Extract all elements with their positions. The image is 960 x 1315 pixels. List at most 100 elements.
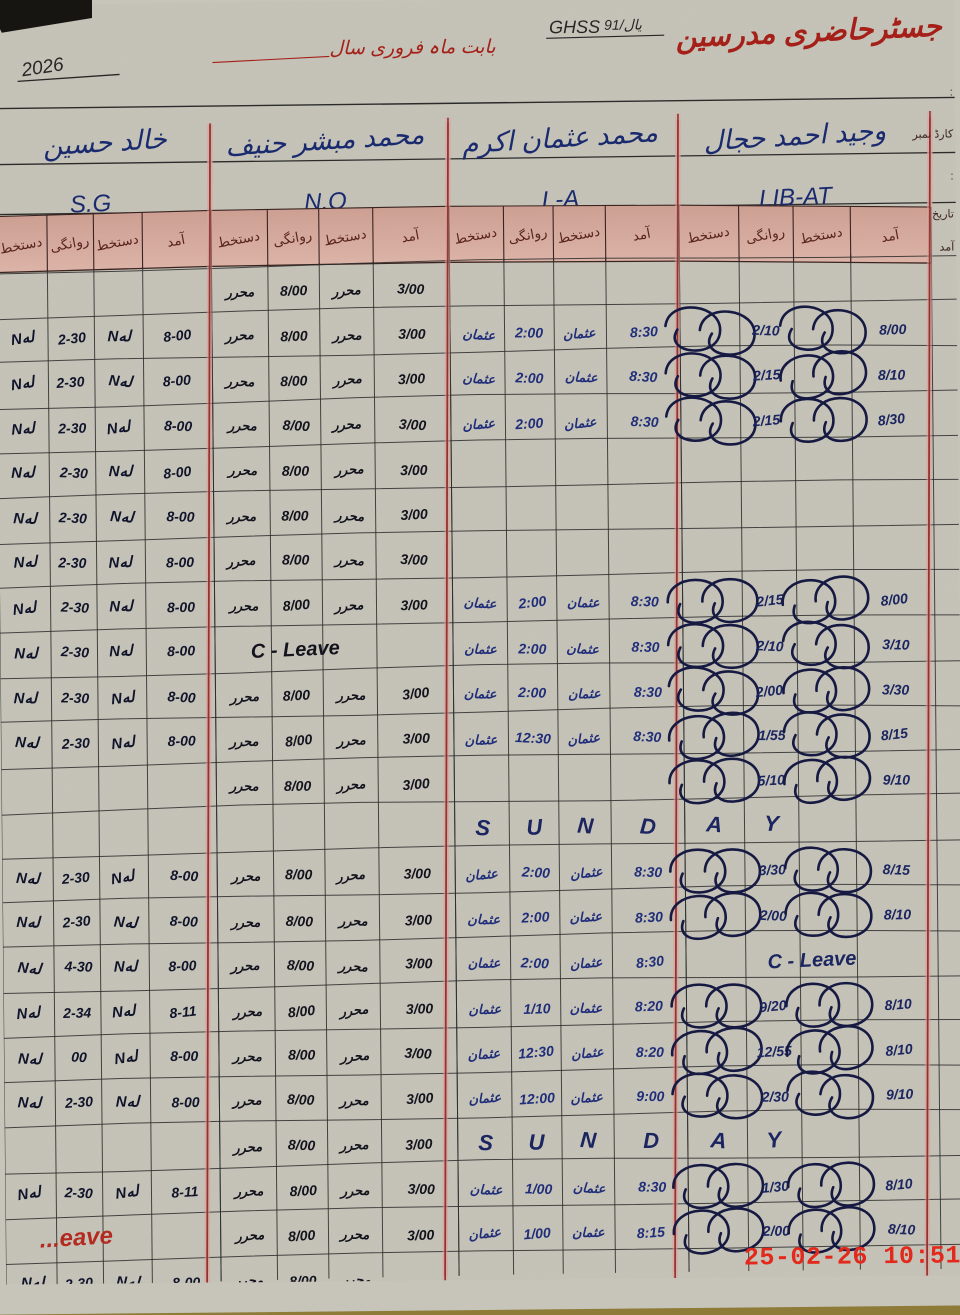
svg-text:محرر: محرر (331, 327, 362, 344)
svg-text:Nله: Nله (108, 554, 135, 572)
svg-text:8/10: 8/10 (888, 1221, 916, 1238)
svg-text:2:00: 2:00 (520, 954, 550, 971)
svg-text:Nله: Nله (18, 1050, 44, 1068)
svg-text:8:30: 8:30 (638, 1179, 666, 1195)
svg-text:8-00: 8-00 (170, 913, 199, 930)
svg-text:12:30: 12:30 (515, 729, 552, 747)
svg-text:3/00: 3/00 (408, 1181, 436, 1197)
svg-text:D: D (639, 813, 657, 839)
svg-text:محرر: محرر (226, 418, 257, 434)
svg-text:8/00: 8/00 (289, 1182, 317, 1199)
svg-text:2-30: 2-30 (55, 373, 85, 391)
svg-text:2:00: 2:00 (514, 324, 543, 340)
svg-text:3/00: 3/00 (398, 326, 425, 342)
svg-text:8/15: 8/15 (882, 861, 910, 878)
svg-text:8/00: 8/00 (282, 552, 310, 568)
svg-text:8/00: 8/00 (287, 1091, 315, 1108)
svg-text:8/10: 8/10 (884, 995, 912, 1013)
svg-text:3/10: 3/10 (882, 636, 910, 653)
svg-text:محرر: محرر (228, 689, 260, 707)
svg-text:Nله: Nله (109, 463, 135, 480)
svg-text:8/00: 8/00 (288, 1047, 316, 1063)
svg-text:2:00: 2:00 (514, 415, 544, 433)
svg-text:2:00: 2:00 (520, 908, 550, 925)
svg-text:1/55: 1/55 (758, 727, 786, 743)
svg-text:8-00: 8-00 (166, 508, 195, 525)
svg-text:Nله: Nله (17, 1094, 43, 1112)
svg-text:3/00: 3/00 (403, 865, 431, 882)
svg-text:8/15: 8/15 (880, 725, 909, 744)
svg-text:8/00: 8/00 (282, 417, 310, 434)
svg-text:محرر: محرر (228, 958, 260, 975)
svg-text:عثمان: عثمان (467, 912, 500, 927)
svg-text:عثمان: عثمان (463, 595, 497, 612)
svg-text:3/00: 3/00 (398, 370, 426, 387)
svg-text:8/00: 8/00 (284, 778, 312, 794)
svg-text:9/10: 9/10 (886, 1086, 914, 1103)
svg-text:عثمان: عثمان (462, 326, 496, 343)
svg-text:محرر: محرر (337, 1137, 369, 1155)
svg-text:محرر: محرر (231, 1049, 262, 1065)
svg-text:8/00: 8/00 (289, 1272, 317, 1284)
svg-text:عثمان: عثمان (464, 642, 497, 657)
svg-text:عثمان: عثمان (562, 325, 596, 342)
svg-text:3/00: 3/00 (406, 1089, 434, 1107)
svg-text:2/10: 2/10 (751, 322, 780, 339)
svg-text:2-30: 2-30 (60, 735, 90, 752)
svg-text:محرر: محرر (338, 1183, 369, 1200)
svg-text:3/00: 3/00 (402, 730, 430, 747)
svg-text:2-30: 2-30 (57, 420, 87, 437)
svg-text:عثمان: عثمان (468, 1001, 501, 1017)
svg-text:2-30: 2-30 (63, 1274, 93, 1284)
svg-text:3/00: 3/00 (400, 596, 428, 613)
svg-text:S: S (475, 815, 492, 841)
svg-text:2/00: 2/00 (758, 907, 787, 924)
svg-text:Nله: Nله (110, 688, 138, 708)
svg-text:8/00: 8/00 (287, 1002, 316, 1021)
svg-text:محرر: محرر (340, 1272, 371, 1285)
svg-text:8-00: 8-00 (167, 732, 196, 749)
svg-text:عثمان: عثمان (567, 595, 600, 610)
svg-text:8/00: 8/00 (880, 590, 909, 609)
svg-text:Nله: Nله (114, 958, 140, 975)
svg-text:عثمان: عثمان (467, 1046, 501, 1063)
svg-text:آمد: آمد (939, 240, 955, 253)
svg-text:Nله: Nله (21, 1274, 47, 1284)
svg-text:1/00: 1/00 (525, 1180, 553, 1197)
svg-text:8-00: 8-00 (164, 417, 193, 434)
svg-text:3/30: 3/30 (882, 681, 910, 697)
svg-text:عثمان: عثمان (572, 1225, 605, 1240)
svg-text:8/00: 8/00 (285, 866, 313, 882)
svg-text:A: A (705, 811, 724, 837)
svg-text:8-11: 8-11 (171, 1183, 199, 1201)
svg-text:2:00: 2:00 (517, 640, 547, 657)
svg-text:Nله: Nله (111, 1002, 138, 1022)
svg-text:محرر: محرر (226, 463, 257, 479)
svg-text:8/30: 8/30 (877, 410, 906, 429)
svg-text:محرر: محرر (228, 734, 259, 751)
svg-text:Nله: Nله (116, 1274, 143, 1285)
svg-text:Nله: Nله (109, 642, 136, 660)
svg-text:U: U (529, 1129, 546, 1154)
svg-text:3/00: 3/00 (404, 911, 432, 928)
svg-text:محرر: محرر (337, 958, 369, 976)
svg-text:محرر: محرر (229, 915, 260, 931)
svg-text:C - Leave: C - Leave (767, 948, 857, 974)
svg-text:D: D (643, 1128, 659, 1153)
svg-text:2:00: 2:00 (521, 863, 551, 881)
svg-text:2/00: 2/00 (762, 1222, 791, 1239)
svg-text:8:20: 8:20 (635, 998, 664, 1015)
svg-text:2/15: 2/15 (751, 411, 781, 429)
svg-text:Nله: Nله (13, 510, 39, 528)
svg-text:عثمان: عثمان (465, 866, 499, 884)
svg-text:S: S (478, 1130, 494, 1156)
svg-text:محرر: محرر (337, 913, 368, 929)
svg-text:Nله: Nله (16, 870, 43, 888)
svg-text:2-30: 2-30 (60, 869, 91, 888)
svg-text:8/00: 8/00 (879, 321, 907, 338)
svg-text:8/10: 8/10 (885, 1175, 914, 1193)
svg-text:2/00: 2/00 (754, 682, 784, 701)
svg-text:8:30: 8:30 (630, 323, 659, 340)
svg-text:2-30: 2-30 (61, 912, 91, 930)
svg-text:3/00: 3/00 (405, 955, 433, 971)
